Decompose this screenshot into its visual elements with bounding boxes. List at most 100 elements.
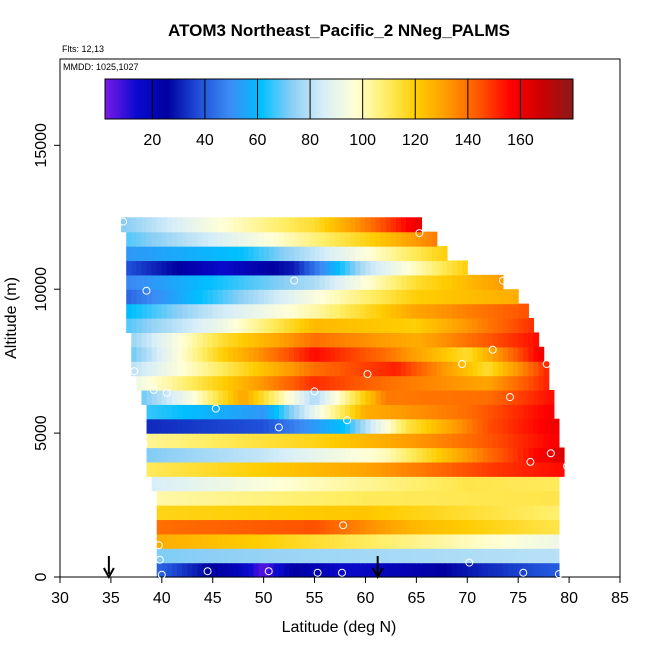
heatmap-cell — [350, 505, 356, 521]
heatmap-cell — [446, 476, 453, 492]
heatmap-cell — [299, 548, 305, 564]
heatmap-cell — [136, 260, 143, 276]
heatmap-cell — [243, 318, 249, 333]
heatmap-cell — [508, 346, 514, 362]
heatmap-cell — [401, 519, 407, 535]
heatmap-cell — [416, 389, 423, 405]
heatmap-cell — [187, 217, 193, 233]
y-tick-label: 5000 — [33, 415, 50, 451]
heatmap-cell — [212, 505, 219, 521]
heatmap-cell — [441, 246, 448, 262]
heatmap-cell — [228, 318, 234, 333]
heatmap-cell — [329, 418, 336, 434]
altitude-band — [126, 246, 448, 262]
heatmap-cell — [411, 447, 417, 463]
heatmap-cell — [401, 562, 407, 578]
heatmap-cell — [508, 361, 514, 377]
heatmap-cell — [426, 289, 433, 305]
heatmap-cell — [253, 246, 260, 262]
heatmap-cell — [533, 490, 540, 506]
heatmap-cell — [304, 361, 311, 377]
heatmap-cell — [492, 375, 499, 391]
heatmap-cell — [426, 361, 433, 377]
heatmap-cell — [487, 519, 494, 535]
heatmap-cell — [212, 548, 219, 564]
heatmap-cell — [380, 346, 387, 362]
heatmap-cell — [538, 389, 545, 405]
heatmap-cell — [299, 318, 305, 333]
heatmap-cell — [472, 318, 479, 333]
heatmap-cell — [380, 389, 387, 405]
heatmap-cell — [513, 289, 519, 305]
heatmap-cell — [177, 404, 183, 420]
heatmap-cell — [253, 447, 260, 463]
heatmap-cell — [482, 418, 489, 434]
heatmap-cell — [294, 433, 300, 449]
heatmap-cell — [548, 404, 555, 420]
heatmap-cell — [472, 418, 479, 434]
heatmap-cell — [502, 447, 509, 463]
heatmap-cell — [304, 217, 311, 233]
heatmap-cell — [278, 548, 285, 564]
heatmap-cell — [446, 533, 453, 549]
heatmap-cell — [390, 519, 397, 535]
heatmap-cell — [345, 404, 351, 420]
heatmap-cell — [457, 519, 463, 535]
heatmap-cell — [334, 505, 341, 521]
heatmap-cell — [467, 433, 473, 449]
heatmap-cell — [243, 461, 249, 477]
heatmap-cell — [446, 418, 453, 434]
heatmap-cell — [528, 418, 535, 434]
heatmap-cell — [263, 533, 270, 549]
heatmap-cell — [228, 217, 234, 233]
heatmap-cell — [243, 505, 249, 521]
heatmap-cell — [477, 389, 484, 405]
heatmap-cell — [472, 505, 479, 521]
heatmap-cell — [156, 246, 163, 262]
heatmap-cell — [314, 231, 321, 247]
heatmap-cell — [141, 346, 148, 362]
heatmap-cell — [345, 505, 351, 521]
heatmap-cell — [146, 346, 153, 362]
heatmap-cell — [233, 418, 239, 434]
sample-point — [274, 423, 283, 432]
heatmap-cell — [253, 548, 260, 564]
heatmap-cell — [411, 519, 417, 535]
heatmap-cell — [467, 332, 473, 348]
heatmap-cell — [161, 389, 168, 405]
x-tick-label: 30 — [51, 590, 69, 607]
heatmap-cell — [212, 246, 219, 262]
heatmap-cell — [355, 346, 361, 362]
heatmap-cell — [187, 346, 193, 362]
heatmap-cell — [334, 418, 341, 434]
heatmap-cell — [421, 562, 428, 578]
heatmap-cell — [253, 231, 260, 247]
heatmap-cell — [294, 217, 300, 233]
heatmap-cell — [436, 490, 443, 506]
heatmap-cell — [518, 490, 524, 506]
heatmap-cell — [426, 548, 433, 564]
heatmap-cell — [487, 404, 494, 420]
heatmap-cell — [375, 418, 382, 434]
heatmap-cell — [355, 231, 361, 247]
heatmap-cell — [273, 533, 280, 549]
heatmap-cell — [548, 433, 555, 449]
heatmap-cell — [314, 476, 321, 492]
heatmap-cell — [350, 447, 356, 463]
heatmap-cell — [141, 318, 148, 333]
heatmap-cell — [436, 389, 443, 405]
heatmap-cell — [411, 260, 417, 276]
heatmap-cell — [528, 318, 535, 333]
heatmap-cell — [309, 562, 316, 578]
heatmap-cell — [548, 418, 555, 434]
heatmap-cell — [253, 260, 260, 276]
heatmap-cell — [452, 548, 458, 564]
heatmap-cell — [355, 476, 361, 492]
flight-arrows — [102, 556, 384, 580]
heatmap-cell — [273, 433, 280, 449]
heatmap-cell — [365, 274, 372, 290]
heatmap-cell — [253, 505, 260, 521]
heatmap-cell — [263, 433, 270, 449]
heatmap-cell — [452, 533, 458, 549]
heatmap-cell — [146, 361, 153, 377]
